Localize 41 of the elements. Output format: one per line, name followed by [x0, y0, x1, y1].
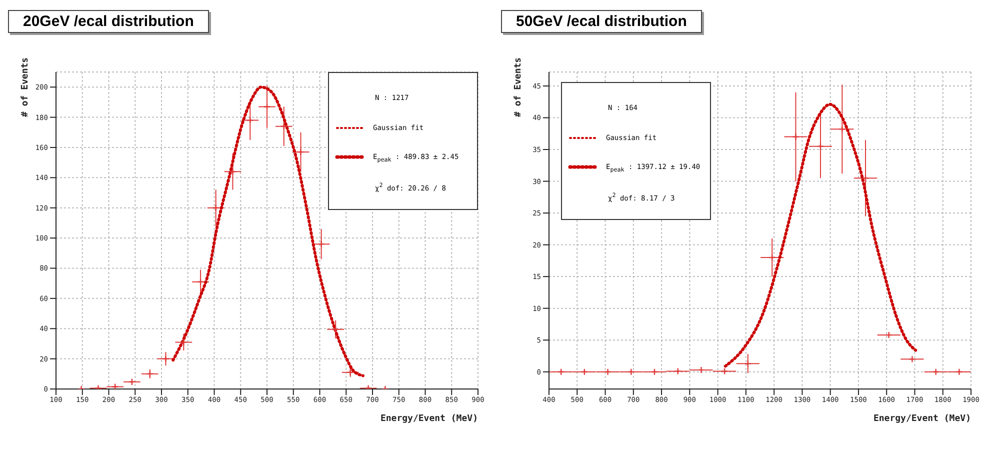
- point: [885, 331, 892, 339]
- point: [792, 133, 800, 140]
- point: [698, 366, 705, 374]
- point: [346, 368, 354, 376]
- line-series: [724, 102, 918, 368]
- x-axis-title: Energy/Event (MeV): [873, 414, 971, 424]
- y-axis-title: # of Events: [20, 57, 30, 117]
- point: [246, 116, 254, 124]
- point: [162, 355, 170, 362]
- point: [318, 240, 325, 248]
- point: [212, 204, 220, 212]
- point: [196, 278, 204, 286]
- point: [768, 254, 776, 262]
- point: [557, 368, 565, 376]
- chart-title: 20GeV /ecal distribution: [8, 10, 209, 33]
- line-series: [172, 86, 365, 378]
- point: [744, 360, 752, 368]
- chart-title: 50GeV /ecal distribution: [501, 10, 702, 33]
- point: [908, 356, 916, 363]
- point: [932, 368, 940, 376]
- point: [128, 378, 136, 386]
- point: [332, 326, 340, 333]
- y-axis-title: # of Events: [513, 57, 524, 117]
- point: [180, 338, 188, 346]
- point: [580, 368, 588, 376]
- point: [146, 370, 154, 378]
- point: [628, 368, 635, 376]
- point: [297, 148, 304, 156]
- point: [674, 368, 682, 375]
- point: [280, 122, 288, 130]
- point: [862, 174, 870, 182]
- point: [650, 368, 658, 376]
- point: [229, 168, 236, 176]
- point: [838, 126, 846, 133]
- x-axis-title: Energy/Event (MeV): [380, 414, 478, 424]
- point: [604, 368, 612, 376]
- point: [956, 368, 963, 376]
- point: [263, 103, 271, 110]
- point: [720, 368, 728, 375]
- point: [111, 383, 119, 389]
- point: [816, 142, 824, 150]
